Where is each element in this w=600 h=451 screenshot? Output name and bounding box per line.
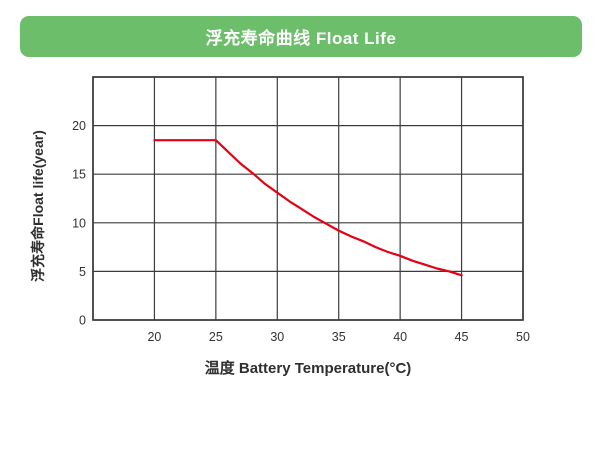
x-tick-label: 25 bbox=[209, 330, 223, 344]
x-tick-label: 30 bbox=[270, 330, 284, 344]
y-tick-label: 20 bbox=[72, 119, 86, 133]
x-tick-label: 50 bbox=[516, 330, 530, 344]
title-banner: 浮充寿命曲线 Float Life bbox=[20, 16, 582, 57]
x-tick-label: 35 bbox=[332, 330, 346, 344]
y-tick-label: 5 bbox=[79, 265, 86, 279]
x-tick-label: 20 bbox=[147, 330, 161, 344]
x-tick-label: 40 bbox=[393, 330, 407, 344]
x-tick-label: 45 bbox=[455, 330, 469, 344]
page-title: 浮充寿命曲线 Float Life bbox=[205, 29, 397, 48]
float-life-curve bbox=[153, 139, 463, 277]
y-tick-label: 10 bbox=[72, 216, 86, 230]
y-tick-label: 15 bbox=[72, 168, 86, 182]
y-axis-title: 浮充寿命Float life(year) bbox=[30, 130, 46, 282]
plot-frame bbox=[92, 76, 524, 321]
y-tick-label: 0 bbox=[79, 314, 86, 328]
x-axis-title: 温度 Battery Temperature(°C) bbox=[204, 360, 412, 377]
